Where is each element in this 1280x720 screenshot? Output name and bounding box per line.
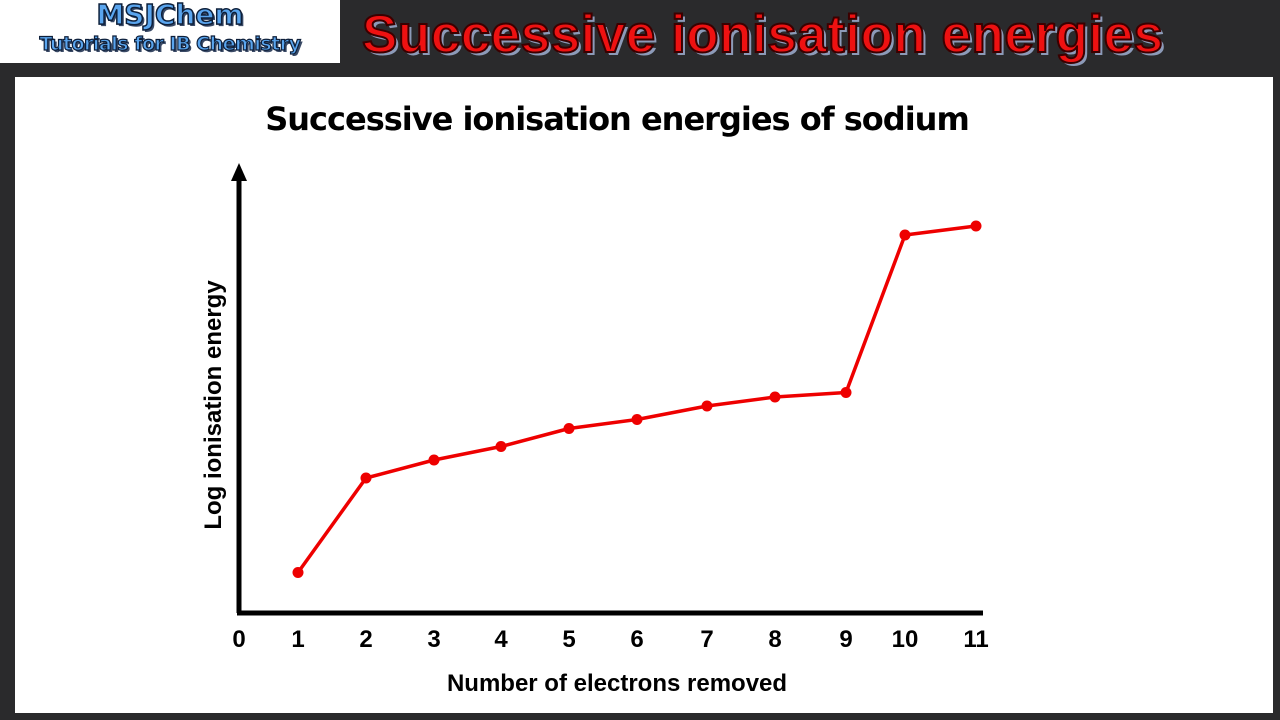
x-tick-label: 11 — [963, 626, 989, 653]
msjchem-logo: MSJChem Tutorials for IB Chemistry — [0, 0, 340, 63]
x-tick-label: 4 — [494, 626, 508, 653]
x-tick-label: 2 — [359, 626, 373, 653]
data-point — [292, 567, 304, 578]
data-point — [428, 454, 440, 466]
logo-subtitle: Tutorials for IB Chemistry — [39, 32, 302, 55]
data-point — [701, 400, 713, 412]
x-tick-label: 0 — [232, 626, 246, 653]
x-tick-label: 10 — [891, 626, 919, 653]
data-point — [563, 423, 575, 434]
slide-panel — [15, 77, 1273, 713]
chart-title: Successive ionisation energies of sodium — [265, 100, 970, 138]
x-tick-label: 5 — [562, 626, 576, 653]
series-line — [296, 224, 977, 574]
logo-title: MSJChem — [96, 0, 245, 31]
series-points — [292, 220, 982, 578]
data-point — [495, 441, 507, 452]
x-tick-label: 6 — [630, 626, 644, 653]
data-point — [631, 414, 643, 425]
banner: Successive ionisation energies — [340, 0, 1280, 77]
x-axis-label: Number of electrons removed — [446, 670, 788, 697]
x-tick-label: 1 — [291, 626, 305, 653]
axes — [231, 163, 983, 616]
x-tick-label: 8 — [768, 626, 782, 653]
data-point — [970, 220, 982, 232]
x-tick-label: 3 — [427, 626, 441, 653]
banner-title: Successive ionisation energies — [361, 4, 1164, 65]
data-point — [899, 229, 911, 241]
y-axis-arrow-icon — [231, 163, 247, 181]
data-point — [360, 472, 372, 484]
data-point — [840, 387, 852, 398]
data-point — [769, 391, 781, 403]
y-axis-label: Log ionisation energy — [200, 280, 227, 530]
x-tick-label: 7 — [700, 626, 714, 653]
x-tick-label: 9 — [839, 626, 853, 653]
